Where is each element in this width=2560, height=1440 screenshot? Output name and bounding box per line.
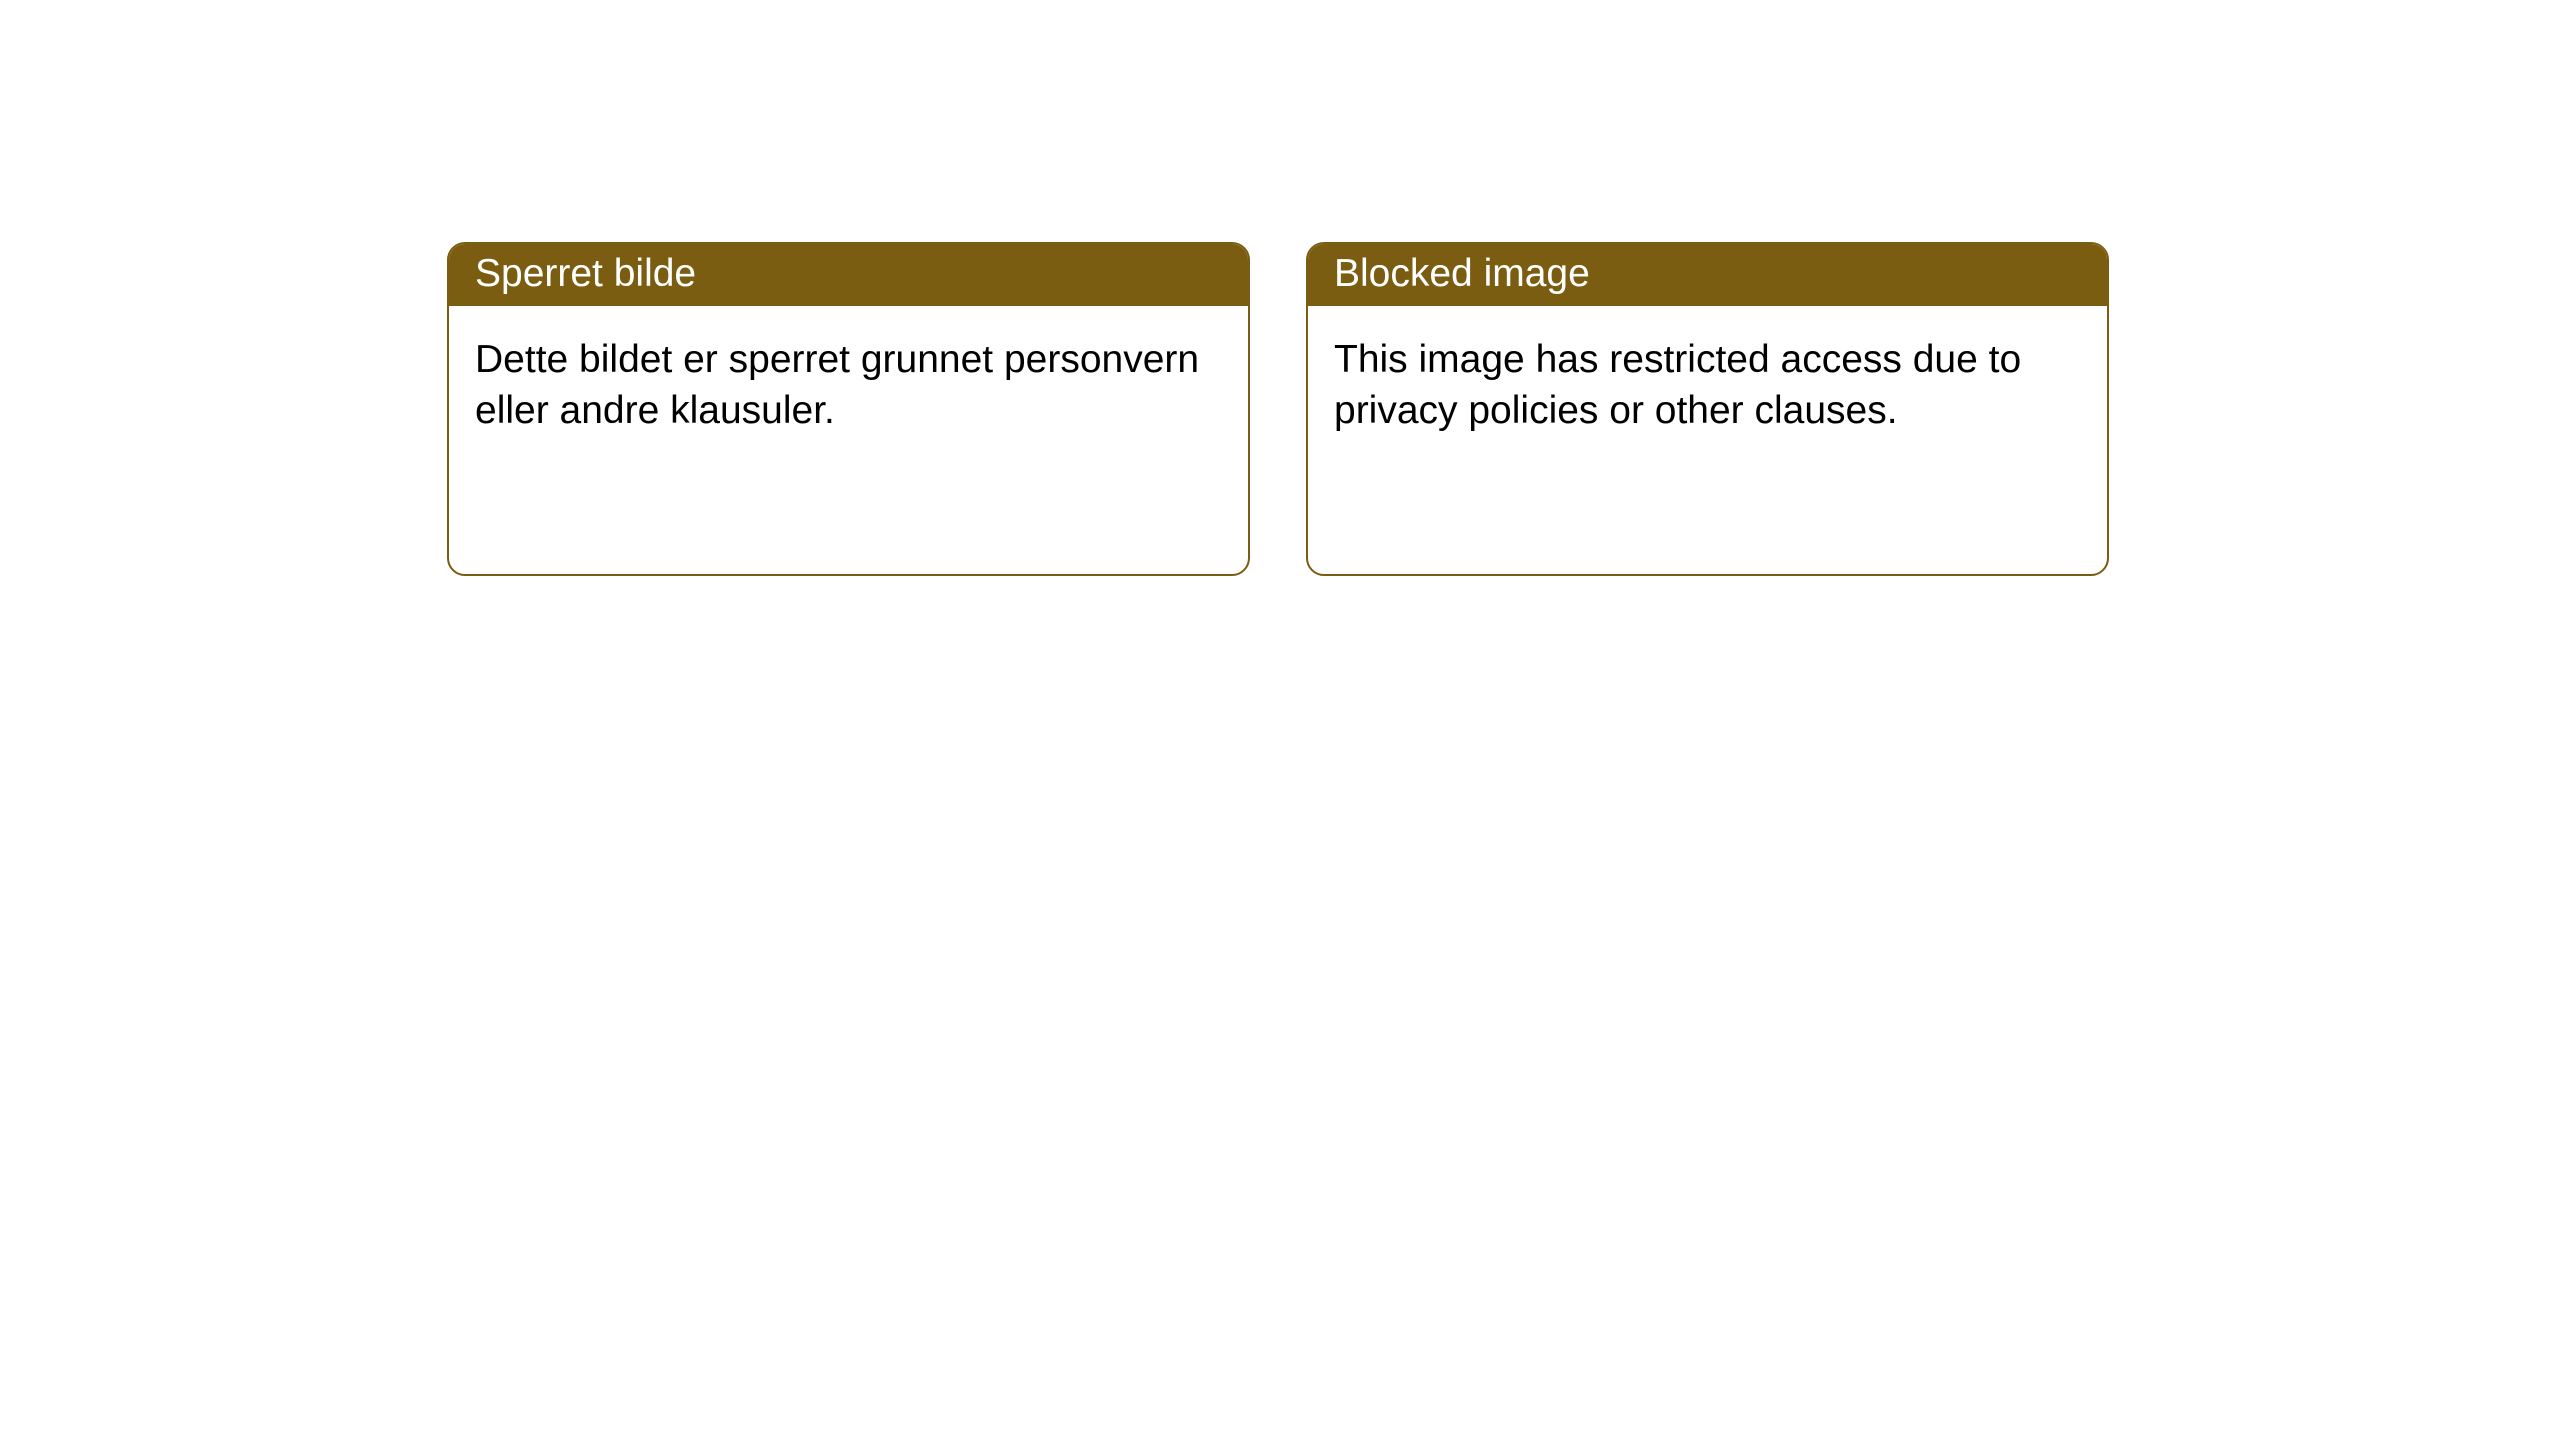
notice-container: Sperret bilde Dette bildet er sperret gr… — [0, 0, 2560, 576]
notice-title: Blocked image — [1308, 244, 2107, 306]
notice-card-english: Blocked image This image has restricted … — [1306, 242, 2109, 576]
notice-body: This image has restricted access due to … — [1308, 306, 2107, 465]
notice-body: Dette bildet er sperret grunnet personve… — [449, 306, 1248, 465]
notice-title: Sperret bilde — [449, 244, 1248, 306]
notice-card-norwegian: Sperret bilde Dette bildet er sperret gr… — [447, 242, 1250, 576]
